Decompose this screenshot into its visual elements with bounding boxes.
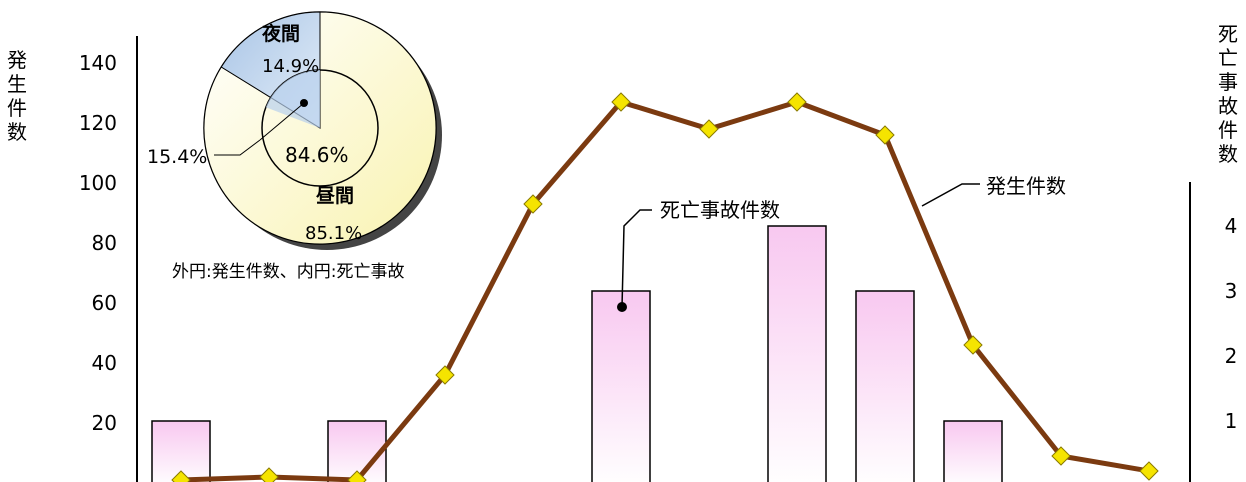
line-marker-diamond (875, 125, 895, 145)
bar-series-callout: 死亡事故件数 (617, 198, 780, 312)
axes-group (136, 36, 1191, 482)
bar-death-accidents (855, 290, 915, 482)
line-marker-diamond (787, 92, 807, 112)
right-axis-label: 死亡事故件数 (1216, 22, 1240, 166)
bar-death-accidents (943, 420, 1003, 482)
bar-callout-dot (617, 302, 627, 312)
right-axis-label-char: 死 (1218, 22, 1238, 46)
line-series-occurrences (180, 99, 1150, 482)
right-axis-label-char: 亡 (1218, 46, 1238, 70)
line-marker-diamond (963, 335, 983, 355)
pie-caption: 外円:発生件数、内円:死亡事故 (172, 262, 404, 282)
right-axis-label-char: 事 (1218, 70, 1238, 94)
left-tick-labels: 20 40 60 80 100 120 140 (79, 51, 117, 435)
left-tick-label: 20 (92, 411, 117, 435)
pie-inner-leader (259, 102, 305, 141)
pie-inner-slice-night (265, 69, 320, 128)
right-axis-label-char: 故 (1218, 94, 1238, 118)
left-axis-label: 発生件数 (5, 48, 29, 144)
pie-value-night: 14.9% (262, 56, 319, 77)
pie-label-day: 昼間 (316, 185, 354, 207)
line-marker-diamond (435, 365, 455, 385)
right-axis-label-char: 件 (1218, 118, 1238, 142)
right-tick-label: 3 (1225, 279, 1238, 303)
bar-callout-leader (621, 209, 652, 308)
right-tick-label: 1 (1225, 409, 1238, 433)
right-tick-label: 2 (1225, 344, 1238, 368)
left-axis-label-char: 生 (7, 72, 27, 96)
left-axis-label-char: 件 (7, 96, 27, 120)
left-tick-label: 120 (79, 111, 117, 135)
line-marker-diamond (1139, 461, 1159, 481)
bar-callout-label: 死亡事故件数 (660, 198, 780, 222)
pie-value-day: 85.1% (305, 223, 362, 244)
line-marker-diamond (259, 467, 279, 482)
pie-chart-inset: 夜間 14.9% 15.4% 84.6% 昼間 85.1% 外円:発生件数、内円… (147, 11, 442, 282)
line-marker-diamond (347, 470, 367, 482)
line-marker-diamond (611, 92, 631, 112)
right-tick-label: 4 (1225, 214, 1238, 238)
pie-inner-leader-2 (214, 139, 261, 156)
pie-value-inner-day: 84.6% (285, 143, 349, 167)
pie-label-night: 夜間 (261, 22, 300, 45)
left-tick-label: 80 (92, 231, 117, 255)
left-tick-label: 100 (79, 171, 117, 195)
left-axis-label-char: 数 (7, 120, 27, 144)
line-marker-diamond (1051, 446, 1071, 466)
left-axis-label-char: 発 (7, 48, 27, 72)
bar-death-accidents (591, 290, 651, 482)
left-tick-label: 40 (92, 351, 117, 375)
line-markers (171, 92, 1159, 482)
line-callout-label: 発生件数 (986, 174, 1066, 198)
right-axis-label-char: 数 (1218, 142, 1238, 166)
bar-death-accidents (767, 225, 827, 482)
bar-series-death-accidents (151, 225, 1003, 482)
line-series-callout: 発生件数 (921, 174, 1066, 207)
left-tick-label: 140 (79, 51, 117, 75)
right-tick-labels: 1 2 3 4 (1225, 214, 1238, 433)
line-marker-diamond (171, 470, 191, 482)
pie-value-inner-night: 15.4% (147, 146, 207, 168)
line-marker-diamond (523, 194, 543, 214)
line-callout-leader (921, 183, 980, 207)
line-marker-diamond (699, 119, 719, 139)
left-tick-label: 60 (92, 291, 117, 315)
line-occurrences (180, 99, 1150, 482)
